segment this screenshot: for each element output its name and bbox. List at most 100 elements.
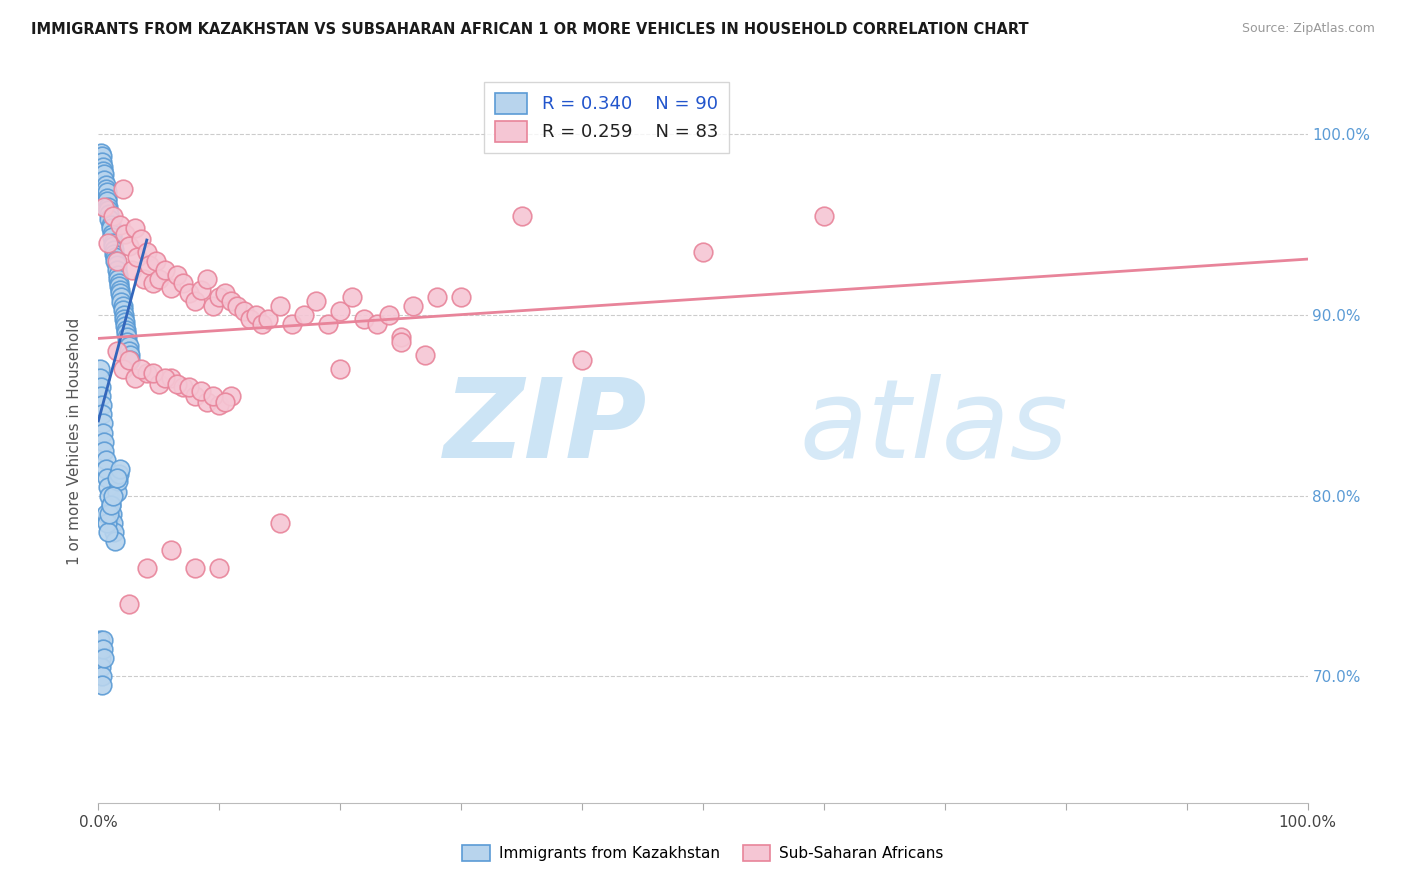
Point (91, 669, 114, 683)
Point (111, 299, 134, 313)
Point (127, 250, 149, 264)
Point (97, 480, 120, 494)
Point (250, 317, 273, 331)
Point (214, 394, 236, 409)
Point (184, 561, 207, 575)
Point (112, 308, 135, 322)
Point (105, 344, 128, 359)
Point (91, 149, 114, 163)
Point (90, 145, 112, 160)
Point (202, 299, 225, 313)
Point (329, 304, 352, 318)
Point (232, 304, 254, 318)
Point (93, 434, 115, 449)
Point (94, 452, 117, 467)
Point (105, 263, 128, 277)
Point (91, 678, 114, 692)
Point (89, 633, 111, 648)
Point (135, 366, 157, 380)
Point (93, 167, 115, 181)
Point (135, 561, 157, 575)
Point (153, 371, 176, 385)
Point (160, 542, 183, 557)
Point (103, 246, 125, 260)
Point (692, 244, 714, 259)
Point (118, 239, 141, 253)
Point (105, 485, 128, 500)
Point (90, 660, 112, 674)
Point (104, 250, 127, 264)
Point (226, 299, 249, 313)
Point (107, 475, 129, 489)
Point (89, 371, 111, 385)
Point (96, 191, 118, 205)
Point (305, 293, 328, 308)
Point (179, 380, 201, 394)
Point (108, 279, 131, 293)
Point (111, 362, 134, 376)
Point (117, 330, 139, 344)
Point (135, 244, 157, 259)
Point (124, 371, 146, 385)
Point (101, 209, 124, 223)
Point (389, 330, 412, 344)
Point (118, 597, 141, 611)
Point (413, 348, 436, 362)
Point (101, 489, 124, 503)
Point (110, 290, 132, 304)
Point (105, 470, 128, 484)
Point (90, 651, 112, 665)
Point (172, 276, 194, 290)
Point (377, 308, 399, 322)
Point (195, 272, 218, 286)
Point (145, 253, 167, 268)
Point (96, 186, 118, 200)
Point (172, 380, 194, 394)
Point (91, 163, 114, 178)
Point (110, 295, 132, 310)
Point (292, 308, 315, 322)
Legend: Immigrants from Kazakhstan, Sub-Saharan Africans: Immigrants from Kazakhstan, Sub-Saharan … (456, 839, 950, 867)
Point (100, 230, 122, 244)
Point (97, 524, 120, 539)
Point (108, 283, 131, 297)
Point (269, 299, 291, 313)
Point (129, 232, 152, 246)
Text: IMMIGRANTS FROM KAZAKHSTAN VS SUBSAHARAN AFRICAN 1 OR MORE VEHICLES IN HOUSEHOLD: IMMIGRANTS FROM KAZAKHSTAN VS SUBSAHARAN… (31, 22, 1029, 37)
Point (114, 318, 136, 333)
Point (100, 498, 122, 512)
Point (121, 263, 143, 277)
Point (111, 181, 134, 195)
Point (179, 286, 201, 301)
Point (94, 181, 117, 195)
Point (105, 258, 128, 272)
Point (108, 276, 131, 290)
Point (100, 227, 122, 241)
Point (94, 461, 117, 475)
Point (142, 366, 165, 380)
Point (148, 272, 170, 286)
Point (115, 322, 138, 336)
Point (148, 376, 170, 391)
Point (269, 516, 291, 530)
Point (153, 263, 176, 277)
Point (100, 221, 122, 235)
Point (366, 317, 388, 331)
Point (342, 290, 364, 304)
Point (98, 489, 121, 503)
Point (245, 308, 267, 322)
Point (214, 286, 236, 301)
Point (114, 227, 136, 241)
Point (108, 461, 131, 475)
Point (100, 507, 122, 521)
Point (94, 507, 117, 521)
Point (91, 642, 114, 657)
Point (117, 335, 139, 350)
Point (402, 299, 425, 313)
Point (118, 344, 141, 359)
Point (96, 516, 118, 530)
Point (108, 218, 131, 232)
Point (166, 268, 188, 283)
Point (101, 516, 124, 530)
Point (89, 362, 111, 376)
